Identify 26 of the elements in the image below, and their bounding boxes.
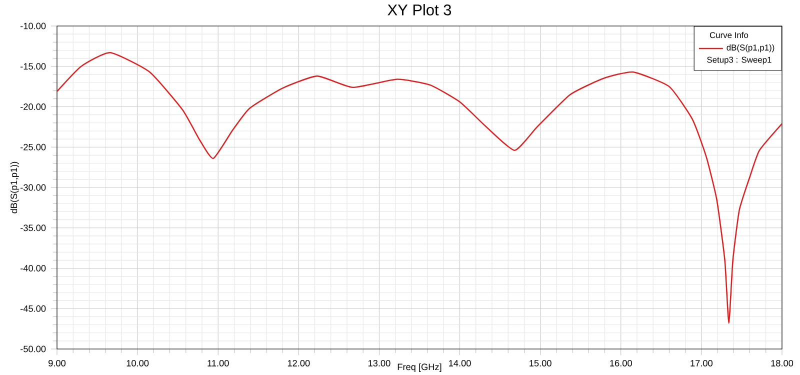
y-tick-label: -40.00 <box>20 265 46 272</box>
y-tick-label: -35.00 <box>20 224 46 232</box>
x-tick-label: 10.00 <box>126 360 149 366</box>
line-series <box>57 52 782 324</box>
x-tick-label: 16.00 <box>610 360 632 366</box>
x-axis-title: Freq [GHz] <box>398 363 442 372</box>
x-tick-label: 9.00 <box>48 360 66 366</box>
x-tick-label: 11.00 <box>208 360 229 366</box>
legend-label: dB(S(p1,p1)) <box>726 44 774 52</box>
legend-title: Curve Info <box>710 32 748 38</box>
y-tick-label: -25.00 <box>20 144 46 150</box>
y-tick-label: -10.00 <box>20 22 46 30</box>
x-tick-label: 18.00 <box>771 360 794 366</box>
x-tick-label: 14.00 <box>449 360 471 366</box>
y-tick-label: -50.00 <box>20 346 46 352</box>
x-tick-label: 17.00 <box>690 360 713 366</box>
y-axis-title: dB(S(p1,p1)) <box>10 162 19 214</box>
annotation: Setup3 : Sweep1 <box>707 56 772 64</box>
y-tick-label: -30.00 <box>20 184 46 191</box>
y-tick-label: -15.00 <box>20 63 46 70</box>
y-tick-label: -20.00 <box>20 104 46 110</box>
x-tick-label: 13.00 <box>368 360 390 366</box>
x-tick-label: 12.00 <box>288 360 310 366</box>
chart-title: XY Plot 3 <box>388 4 452 16</box>
y-tick-label: -45.00 <box>20 305 46 312</box>
x-tick-label: 15.00 <box>530 360 552 366</box>
